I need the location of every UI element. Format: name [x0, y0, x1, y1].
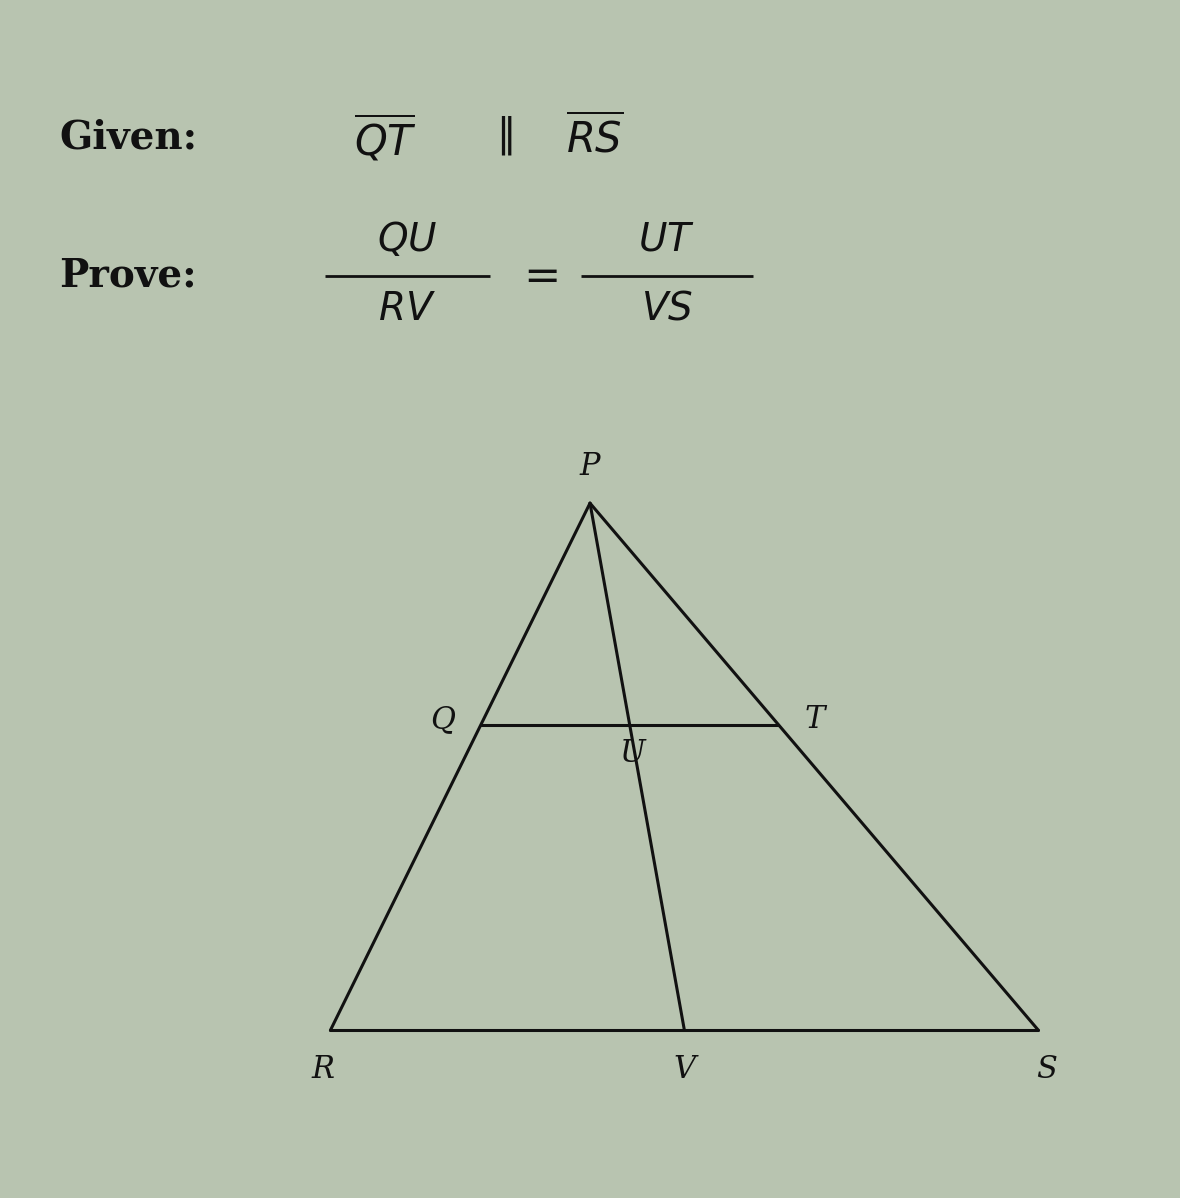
Text: T: T — [805, 703, 825, 734]
Text: V: V — [674, 1054, 695, 1085]
Text: $RV$: $RV$ — [378, 291, 437, 327]
Text: Q: Q — [430, 703, 455, 734]
Text: R: R — [312, 1054, 334, 1085]
Text: Given:: Given: — [59, 119, 197, 157]
Text: $\overline{QT}$: $\overline{QT}$ — [354, 111, 417, 164]
Text: $\Vert$: $\Vert$ — [496, 114, 512, 157]
Text: U: U — [620, 738, 645, 769]
Text: P: P — [579, 452, 601, 482]
Text: Prove:: Prove: — [59, 256, 197, 295]
Text: S: S — [1036, 1054, 1056, 1085]
Text: $\overline{RS}$: $\overline{RS}$ — [566, 114, 624, 162]
Text: $=$: $=$ — [516, 254, 558, 297]
Text: $UT$: $UT$ — [638, 222, 695, 258]
Text: $VS$: $VS$ — [641, 291, 693, 327]
Text: $QU$: $QU$ — [376, 220, 438, 259]
